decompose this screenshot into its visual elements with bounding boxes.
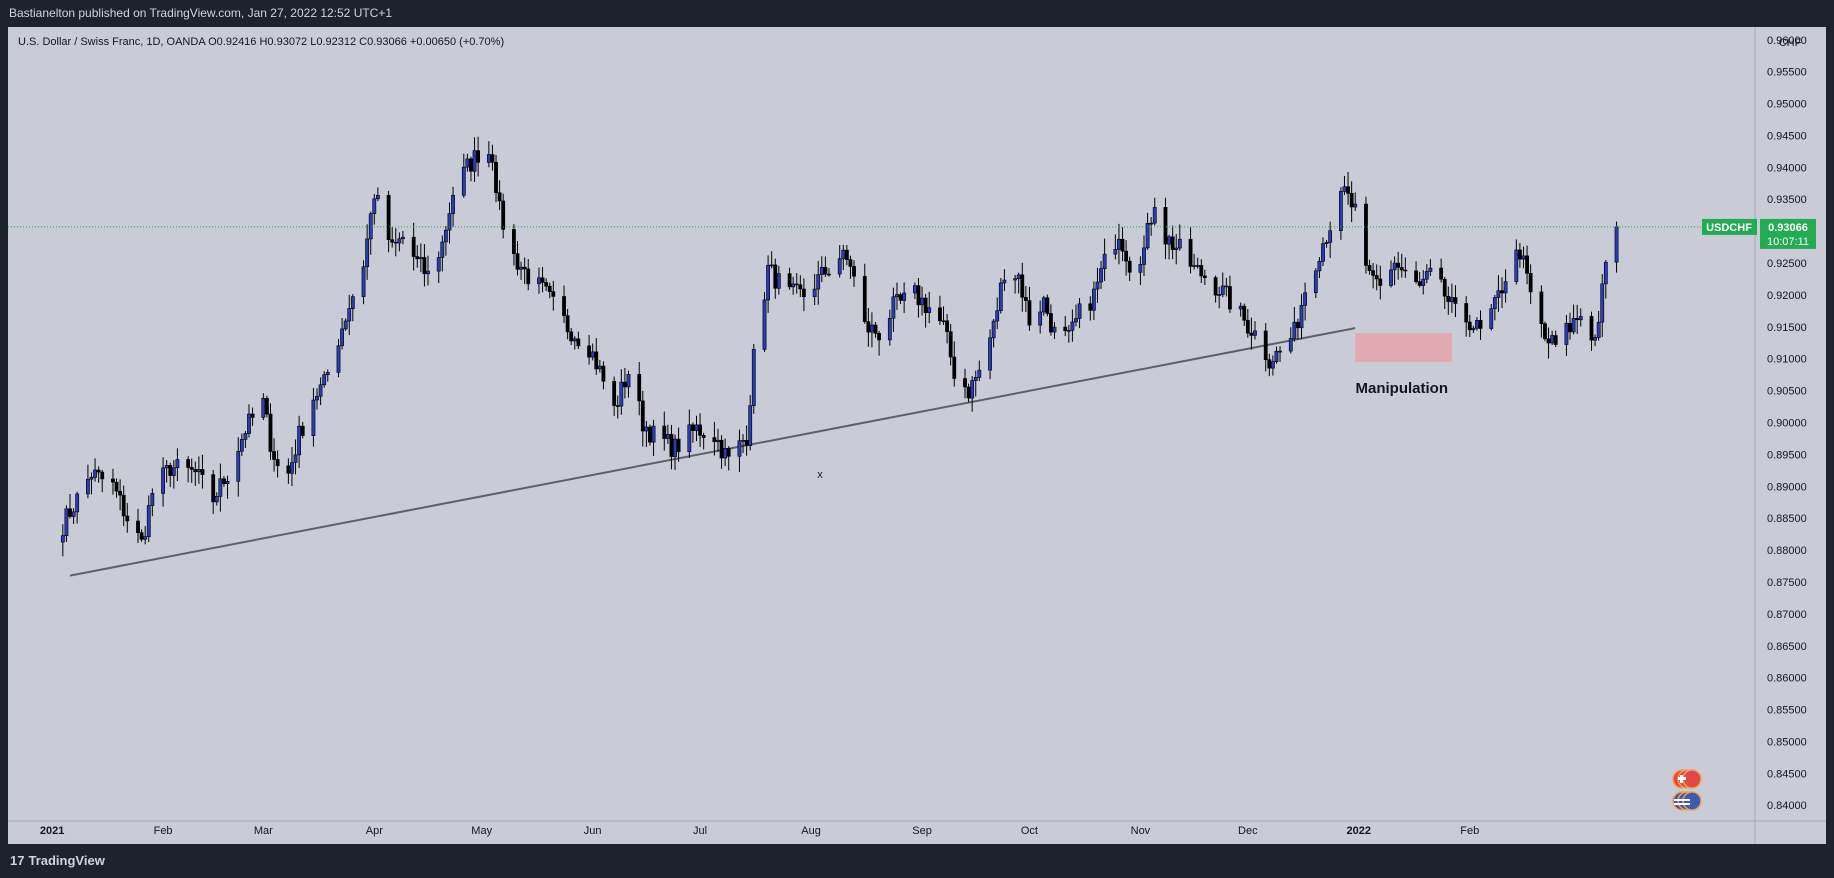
publisher-text: Bastianelton published on TradingView.co… bbox=[9, 6, 393, 20]
tradingview-logo-icon: 17 bbox=[10, 853, 25, 868]
footer-bar: 17 TradingView bbox=[0, 844, 1834, 878]
tradingview-logo[interactable]: 17 TradingView bbox=[10, 853, 105, 868]
chart-legend: U.S. Dollar / Swiss Franc, 1D, OANDA O0.… bbox=[18, 36, 505, 48]
publisher-bar: Bastianelton published on TradingView.co… bbox=[0, 0, 1834, 27]
tradingview-logo-text: TradingView bbox=[28, 853, 105, 868]
chart-frame[interactable] bbox=[8, 27, 1826, 844]
